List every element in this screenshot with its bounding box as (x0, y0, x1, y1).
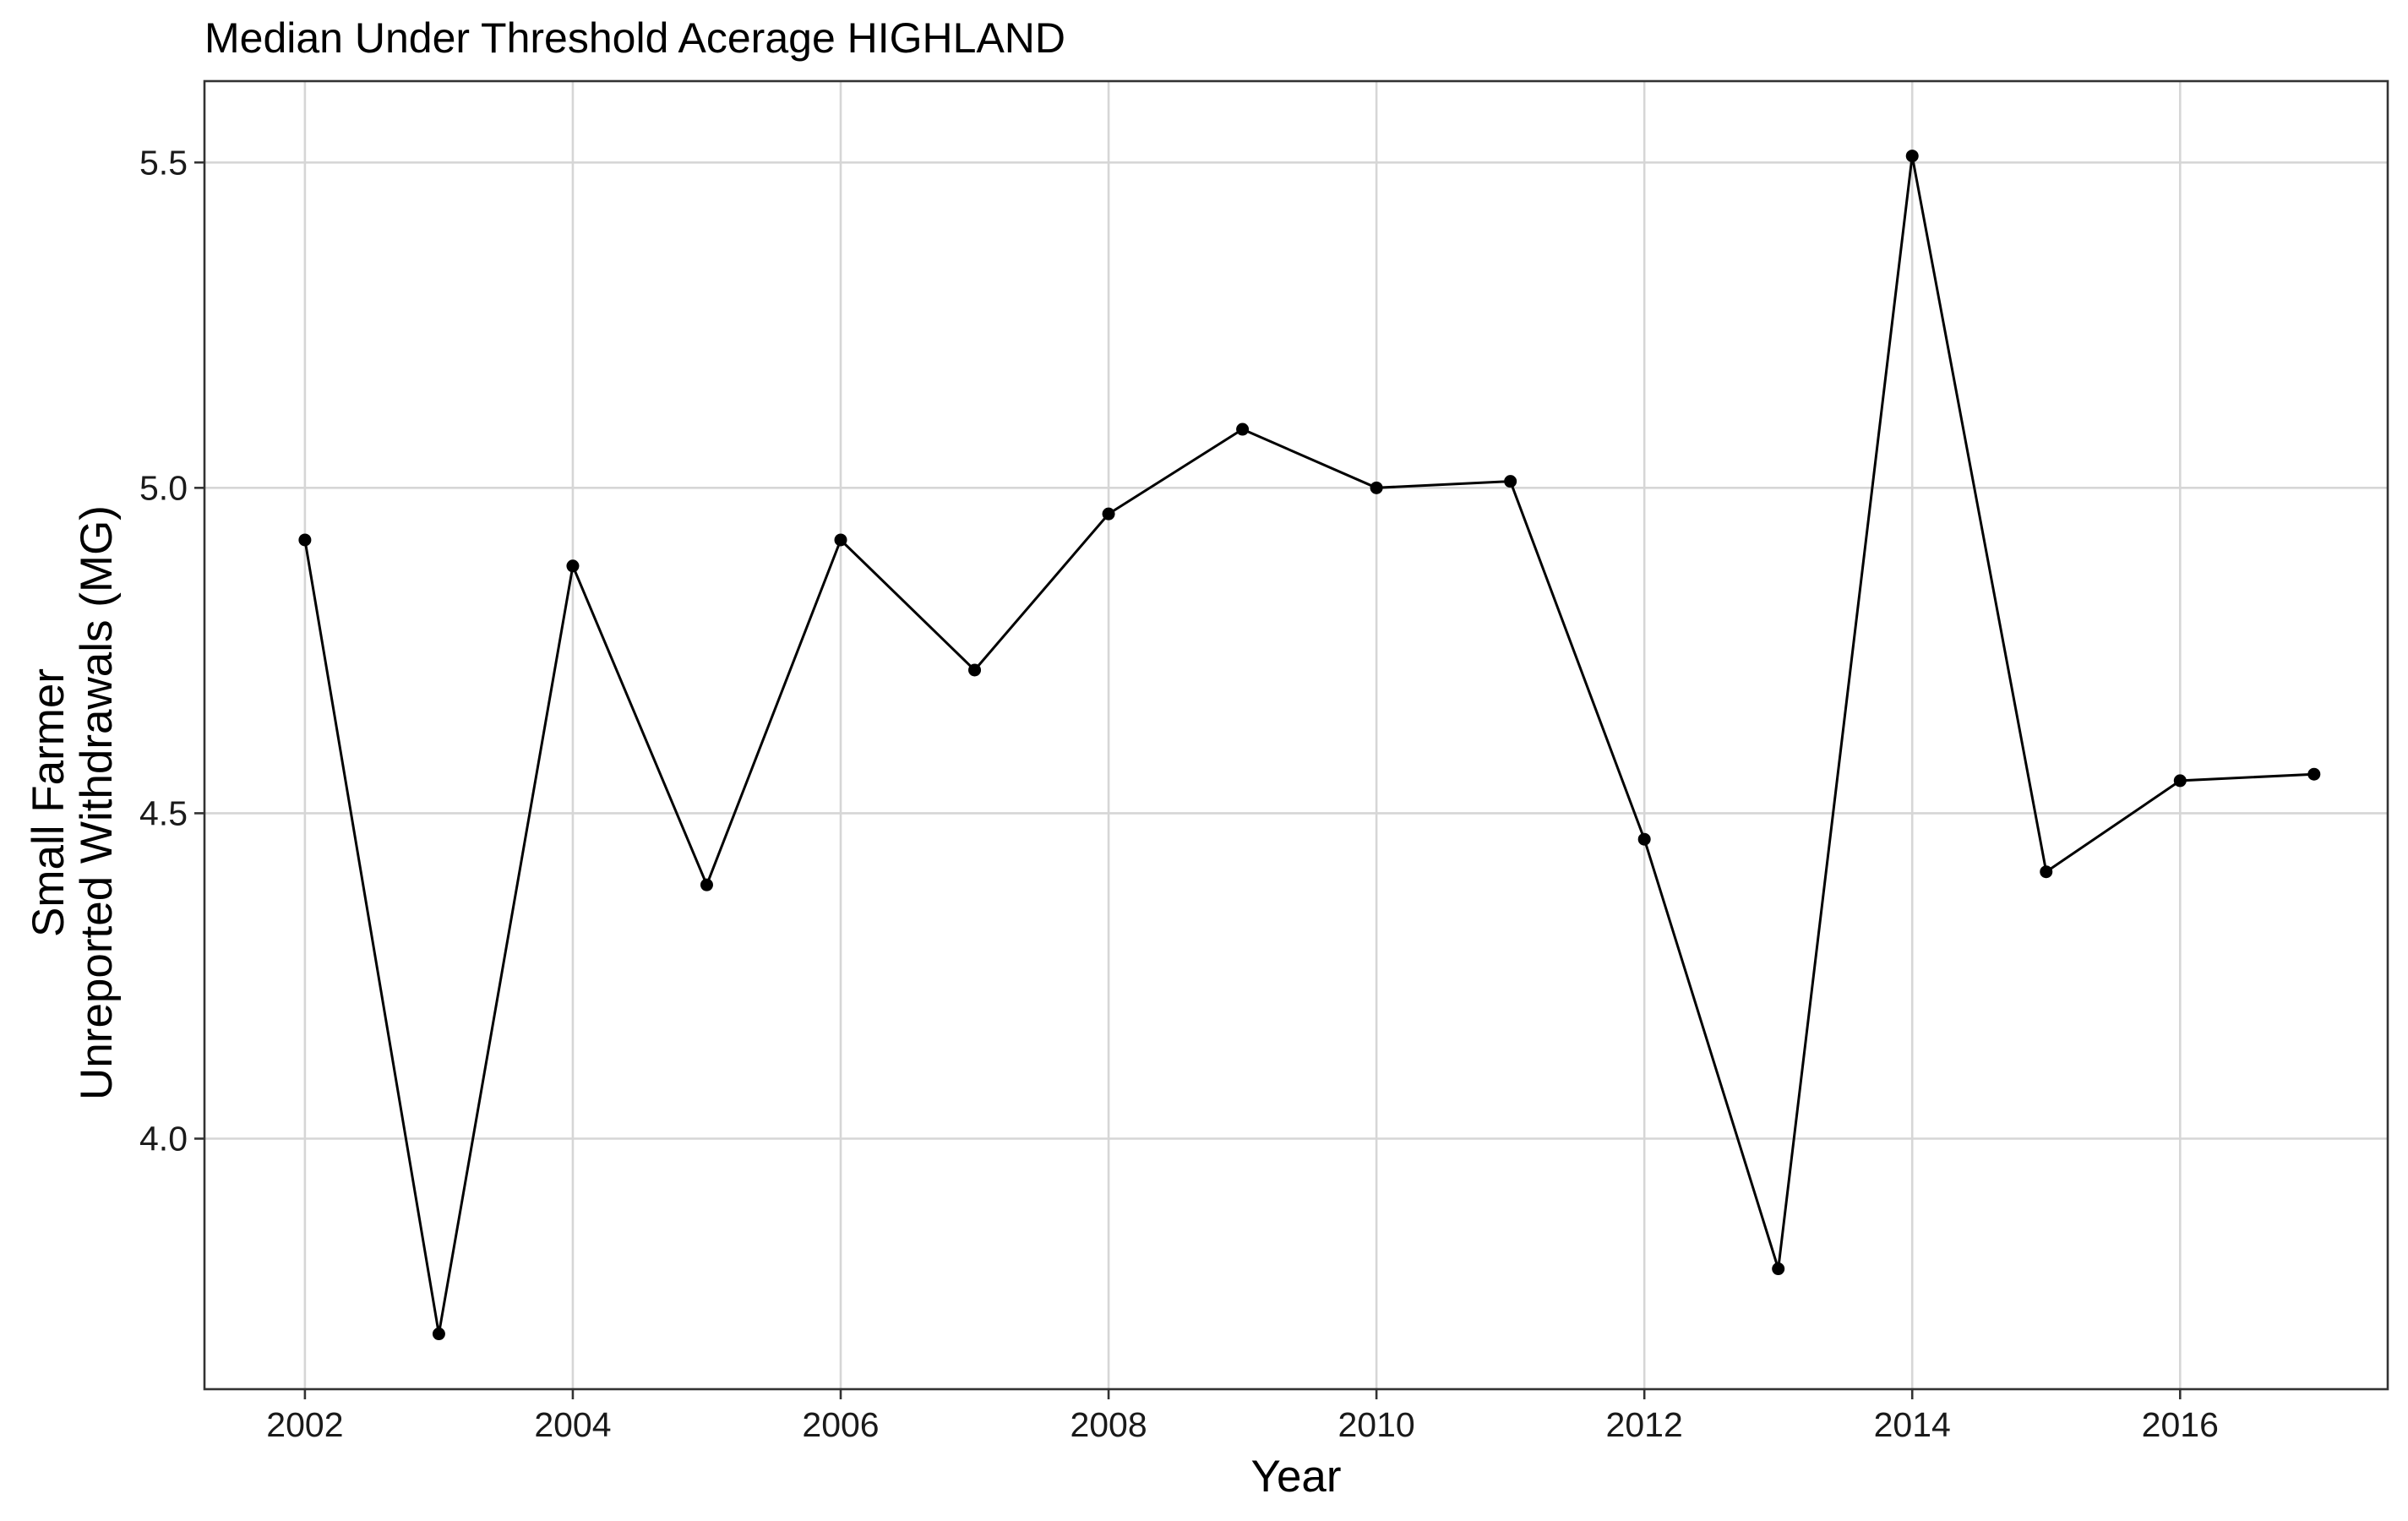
data-point (2307, 767, 2321, 781)
data-point (1504, 475, 1517, 488)
y-axis-title-line-1: Small Farmer (24, 668, 74, 937)
plot-panel-border (203, 79, 2389, 1391)
series-line (303, 155, 2314, 1334)
data-point (432, 1327, 445, 1341)
data-point (1637, 832, 1651, 846)
data-point (566, 559, 580, 573)
y-axis-title-line-2: Unreported Withdrawals (MG) (72, 505, 122, 1100)
data-point (1102, 507, 1115, 521)
data-point (834, 533, 847, 547)
data-point (1236, 422, 1250, 436)
series-layer (298, 150, 2321, 1341)
x-tick-label: 2006 (802, 1405, 879, 1444)
x-tick-label: 2014 (1874, 1405, 1951, 1444)
data-point (968, 663, 982, 677)
data-point (1772, 1262, 1785, 1276)
y-tick-label: 5.5 (139, 143, 188, 182)
y-tick-label: 4.0 (139, 1119, 188, 1158)
x-tick-label: 2016 (2142, 1405, 2219, 1444)
grid (204, 81, 2388, 1389)
x-axis-title: Year (1250, 1452, 1341, 1502)
y-axis-title: Small Farmer Unreported Withdrawals (MG) (24, 505, 122, 1100)
data-point (1905, 150, 1919, 163)
data-point (2173, 774, 2187, 788)
data-point (1370, 481, 1383, 494)
x-axis: 2002 2004 2006 2008 2010 2012 2014 2016 (266, 1389, 2219, 1444)
chart-title: Median Under Threshold Acerage HIGHLAND (204, 14, 1065, 62)
x-tick-label: 2002 (266, 1405, 343, 1444)
x-tick-label: 2012 (1606, 1405, 1683, 1444)
x-tick-label: 2010 (1338, 1405, 1415, 1444)
y-tick-label: 5.0 (139, 468, 188, 507)
x-tick-label: 2008 (1070, 1405, 1147, 1444)
x-tick-label: 2004 (534, 1405, 611, 1444)
data-point (2040, 865, 2053, 879)
data-point (700, 878, 713, 891)
y-tick-label: 4.5 (139, 793, 188, 832)
y-axis: 4.0 4.5 5.0 5.5 (139, 143, 204, 1158)
data-point (298, 533, 312, 547)
